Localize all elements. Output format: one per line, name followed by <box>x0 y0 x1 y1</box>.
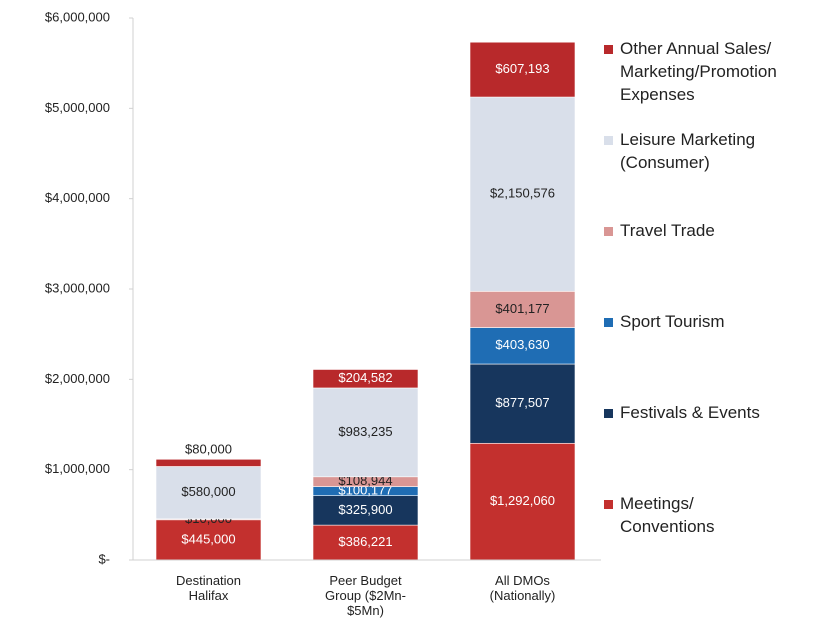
bar-segment <box>155 458 262 467</box>
data-label: $877,507 <box>495 395 549 410</box>
data-label: $2,150,576 <box>490 186 555 201</box>
data-label: $204,582 <box>338 370 392 385</box>
legend-swatch <box>604 227 613 236</box>
y-tick-label: $2,000,000 <box>45 371 110 386</box>
y-tick-label: $4,000,000 <box>45 190 110 205</box>
y-tick-label: $3,000,000 <box>45 280 110 295</box>
bar-segment <box>312 387 419 478</box>
data-label: $80,000 <box>185 442 232 457</box>
data-label: $403,630 <box>495 337 549 352</box>
bar-segment <box>469 363 576 444</box>
bar-segment <box>312 495 419 526</box>
legend-swatch <box>604 136 613 145</box>
bar-segment <box>155 466 262 520</box>
y-tick-label: $- <box>98 551 110 566</box>
data-label: $401,177 <box>495 301 549 316</box>
legend-swatch <box>604 45 613 54</box>
bar-segment <box>469 41 576 98</box>
x-tick-label: Peer Budget Group ($2Mn-$5Mn) <box>325 573 406 618</box>
legend-label: Meetings/Conventions <box>620 494 715 536</box>
bar-segment <box>312 524 419 561</box>
data-label: $325,900 <box>338 502 392 517</box>
legend-label: Leisure Marketing (Consumer) <box>620 130 755 172</box>
legend-label: Sport Tourism <box>620 312 725 331</box>
data-label: $983,235 <box>338 424 392 439</box>
data-label: $386,221 <box>338 534 392 549</box>
y-tick-label: $5,000,000 <box>45 100 110 115</box>
legend-swatch <box>604 409 613 418</box>
data-label: $607,193 <box>495 61 549 76</box>
legend-label: Travel Trade <box>620 221 715 240</box>
bar-segment <box>469 327 576 365</box>
legend-swatch <box>604 500 613 509</box>
x-tick-label: All DMOs (Nationally) <box>490 573 556 603</box>
x-tick-label: Destination Halifax <box>176 573 241 603</box>
y-tick-label: $1,000,000 <box>45 461 110 476</box>
data-label: $445,000 <box>181 531 235 546</box>
bar-segment <box>155 519 262 561</box>
data-label: $580,000 <box>181 484 235 499</box>
bar-segment <box>469 96 576 292</box>
legend-label: Other Annual Sales/Marketing/Promotion Ex… <box>620 39 777 104</box>
data-label: $1,292,060 <box>490 493 555 508</box>
legend-swatch <box>604 318 613 327</box>
bar-segment <box>469 291 576 328</box>
y-tick-label: $6,000,000 <box>45 9 110 24</box>
bar-segment <box>312 369 419 389</box>
legend-label: Festivals & Events <box>620 403 760 422</box>
